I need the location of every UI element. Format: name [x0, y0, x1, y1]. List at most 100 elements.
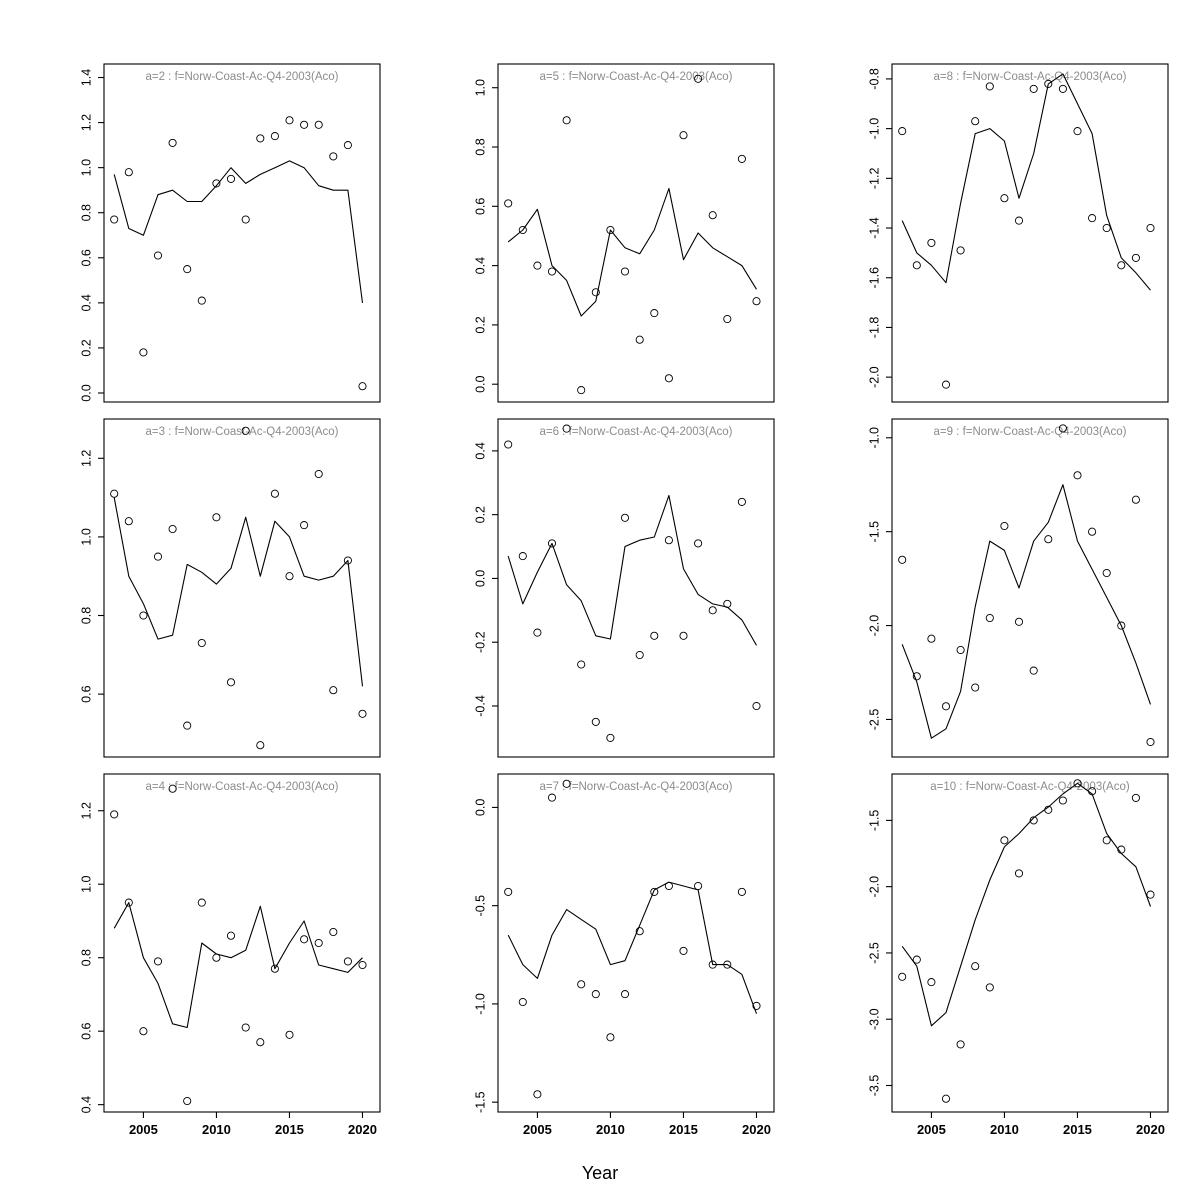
data-point — [591, 717, 600, 726]
x-tick-label: 2020 — [348, 1122, 377, 1137]
data-point — [547, 539, 557, 548]
panel-title: a=7 : f=Norw-Coast-Ac-Q4-2003(Aco) — [539, 781, 732, 793]
data-point — [1000, 836, 1009, 845]
y-tick-label: -0.8 — [867, 68, 881, 90]
y-tick-label: 1.4 — [79, 69, 93, 86]
y-tick-label: 1.2 — [79, 450, 93, 467]
data-point — [635, 650, 644, 660]
trend-line — [113, 497, 364, 687]
data-point — [183, 1096, 192, 1106]
panel-border — [103, 63, 381, 403]
data-point — [694, 881, 703, 891]
data-point — [941, 380, 951, 389]
data-point — [270, 964, 279, 973]
y-tick-label: -1.0 — [867, 118, 881, 140]
y-tick-label: -1.2 — [867, 168, 881, 190]
plot-panel-a7: a=7 : f=Norw-Coast-Ac-Q4-2003(Aco) -1.5 -1… — [408, 768, 792, 1159]
trend-line — [901, 484, 1152, 739]
y-tick-label: -0.4 — [473, 695, 487, 717]
panel-chart-a7: a=7 : f=Norw-Coast-Ac-Q4-2003(Aco) -1.5 -1… — [473, 773, 775, 1137]
data-point — [898, 127, 907, 136]
data-point — [504, 440, 513, 449]
data-point — [577, 660, 586, 669]
data-point — [650, 309, 659, 318]
data-point — [941, 702, 951, 711]
data-point — [679, 131, 688, 140]
x-tick-label: 2010 — [596, 1122, 625, 1137]
data-point — [1014, 617, 1024, 626]
data-point — [723, 314, 732, 324]
data-point — [124, 168, 133, 177]
x-tick-label: 2015 — [275, 1122, 304, 1137]
data-point — [927, 634, 936, 643]
x-tick-label: 2010 — [202, 1122, 231, 1137]
data-point — [358, 709, 367, 718]
y-tick-label: 1.0 — [79, 159, 93, 176]
data-point — [606, 1033, 615, 1042]
data-point — [577, 386, 586, 395]
trend-line — [901, 73, 1151, 291]
y-tick-label: 0.6 — [79, 1022, 93, 1039]
y-tick-label: 1.0 — [79, 875, 93, 892]
data-point — [124, 517, 133, 526]
data-point — [606, 225, 615, 235]
data-point — [985, 613, 994, 623]
data-point — [1044, 535, 1053, 544]
data-point — [898, 555, 907, 564]
panel-chart-a10: a=10 : f=Norw-Coast-Ac-Q4-2003(Aco) -3.5 -… — [867, 773, 1169, 1137]
x-tick-label: 2005 — [917, 1122, 946, 1137]
data-point — [1117, 261, 1126, 270]
y-tick-label: -1.4 — [867, 217, 881, 239]
plot-panel-a10: a=10 : f=Norw-Coast-Ac-Q4-2003(Aco) -3.5 -… — [802, 768, 1186, 1159]
y-tick-label: -2.5 — [867, 942, 881, 964]
panel-title: a=9 : f=Norw-Coast-Ac-Q4-2003(Aco) — [933, 426, 1126, 438]
data-point — [329, 686, 338, 695]
data-point — [752, 701, 761, 711]
data-point — [985, 82, 994, 91]
y-tick-label: -1.5 — [473, 1091, 487, 1113]
data-point — [343, 141, 352, 150]
data-point — [518, 552, 527, 561]
data-point — [737, 154, 746, 163]
data-point — [358, 960, 367, 970]
x-tick-label: 2020 — [742, 1122, 771, 1137]
data-point — [153, 251, 163, 260]
data-point — [679, 946, 688, 955]
data-point — [591, 990, 600, 999]
data-point — [504, 199, 513, 208]
x-tick-label: 2005 — [129, 1122, 158, 1137]
data-point — [737, 497, 746, 506]
y-tick-label: -1.6 — [867, 267, 881, 289]
data-point — [285, 1030, 294, 1039]
panel-title: a=5 : f=Norw-Coast-Ac-Q4-2003(Aco) — [539, 71, 732, 83]
plot-panel-a2: a=2 : f=Norw-Coast-Ac-Q4-2003(Aco) 0.0 0.2… — [14, 58, 398, 413]
data-point — [314, 120, 323, 129]
data-point — [620, 513, 630, 522]
plot-panel-a9: a=9 : f=Norw-Coast-Ac-Q4-2003(Aco) -2.5 -2… — [802, 413, 1186, 768]
data-point — [256, 134, 265, 143]
panel-chart-a3: a=3 : f=Norw-Coast-Ac-Q4-2003(Aco)0.60.8… — [79, 418, 381, 758]
y-tick-label: 0.0 — [473, 799, 487, 816]
data-point — [635, 927, 644, 936]
y-tick-label: 0.6 — [473, 198, 487, 215]
data-point — [547, 793, 557, 802]
data-point — [168, 138, 177, 147]
data-point — [197, 638, 206, 648]
y-tick-label: -3.0 — [867, 1008, 881, 1030]
data-point — [1146, 223, 1155, 233]
data-point — [1146, 737, 1155, 747]
data-point — [124, 898, 133, 907]
data-point — [708, 606, 717, 615]
data-point — [664, 536, 673, 545]
y-tick-label: 0.8 — [79, 607, 93, 624]
data-point — [110, 810, 119, 819]
y-tick-label: -3.5 — [867, 1075, 881, 1097]
trend-line — [507, 187, 757, 317]
trend-line — [113, 902, 363, 1029]
data-point — [694, 74, 703, 83]
data-point — [620, 267, 630, 276]
data-point — [1000, 194, 1009, 203]
data-point — [1117, 621, 1126, 630]
data-point — [533, 261, 542, 270]
data-point — [752, 297, 761, 306]
